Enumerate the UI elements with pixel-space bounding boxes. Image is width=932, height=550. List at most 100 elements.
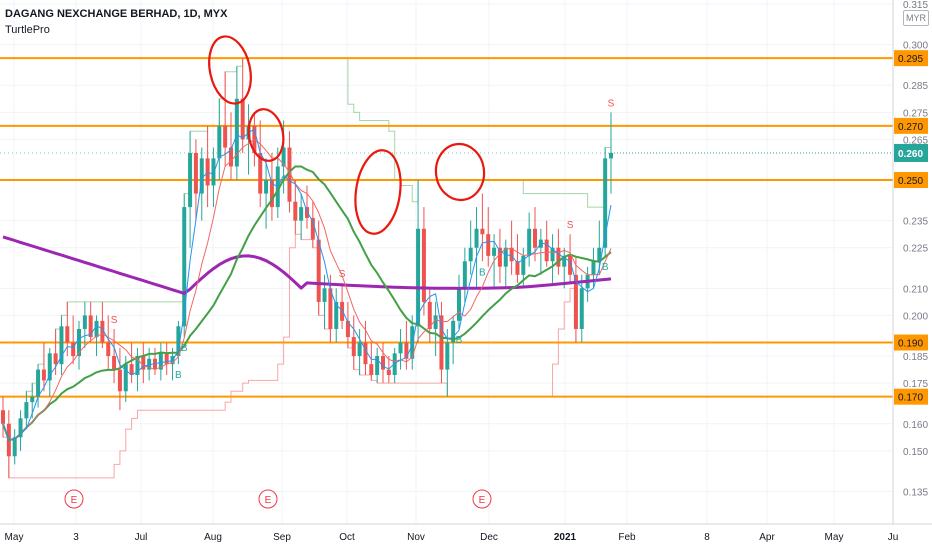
earnings-marker xyxy=(64,489,84,509)
buy-signal-label: B xyxy=(181,343,188,354)
sell-signal-label: S xyxy=(608,98,615,109)
time-tick-label: 2021 xyxy=(554,532,577,543)
candle-body xyxy=(129,364,134,376)
buy-signal-label: B xyxy=(175,370,182,381)
price-tick-label: 0.200 xyxy=(903,311,928,322)
candle-body xyxy=(486,234,491,256)
candle-body xyxy=(59,326,64,365)
time-tick-label: 8 xyxy=(704,532,710,543)
time-tick-label: Oct xyxy=(339,532,355,543)
time-tick-label: Jul xyxy=(135,532,148,543)
level-price-text: 0.295 xyxy=(898,54,923,65)
candle-body xyxy=(153,358,157,370)
candle-body xyxy=(135,356,140,376)
chart-grid xyxy=(0,0,894,524)
candle-body xyxy=(12,437,17,457)
candle-body xyxy=(474,228,479,248)
candle-body xyxy=(147,358,152,370)
annotation-circle xyxy=(208,35,252,105)
ma-fast-blue-line xyxy=(2,128,612,441)
sell-signal-label: S xyxy=(111,315,118,326)
buy-signal-label: B xyxy=(479,267,486,278)
candle-body xyxy=(527,228,532,256)
time-axis[interactable]: May 3 Jul Aug Sep Oct Nov Dec 2021 Feb 8 Apr May Ju xyxy=(0,523,932,543)
time-tick-label: 3 xyxy=(73,532,79,543)
time-tick-label: Aug xyxy=(204,532,222,543)
price-tick-label: 0.135 xyxy=(903,487,928,498)
time-tick-label: Nov xyxy=(407,532,425,543)
candle-body xyxy=(77,328,81,357)
candle-body xyxy=(457,288,461,321)
candle-body xyxy=(287,147,292,202)
candle-body xyxy=(217,125,222,159)
candle-body xyxy=(340,301,345,321)
candle-body xyxy=(269,180,274,208)
earnings-marker xyxy=(258,489,278,509)
price-tick-label: 0.285 xyxy=(903,81,928,92)
candle-body xyxy=(30,396,35,403)
level-price-text: 0.270 xyxy=(898,122,923,133)
candle-body xyxy=(439,315,444,370)
candle-body xyxy=(106,342,111,357)
ma-mid-line xyxy=(2,165,612,441)
candle-body xyxy=(18,418,23,438)
candle-body xyxy=(328,288,333,329)
candle-body xyxy=(562,255,567,267)
candle-body xyxy=(579,288,584,329)
candle-body xyxy=(188,152,193,208)
candle-body xyxy=(82,315,87,329)
moving-average-lines xyxy=(2,128,612,441)
candle-body xyxy=(515,261,520,275)
candle-body xyxy=(316,239,321,302)
ma-long-line xyxy=(2,235,612,295)
candle-body xyxy=(293,201,298,221)
candle-body xyxy=(258,152,263,194)
symbol-title[interactable]: DAGANG NEXCHANGE BERHAD, 1D, MYX xyxy=(5,8,228,20)
candle-body xyxy=(193,152,198,194)
candle-body xyxy=(609,152,613,159)
hand-drawn-annotations xyxy=(208,35,486,235)
indicator-name[interactable]: TurtlePro xyxy=(5,24,50,36)
earnings-marker-label: E xyxy=(479,495,486,506)
level-price-text: 0.250 xyxy=(898,176,923,187)
price-axis[interactable]: 0.315 0.300 0.285 0.275 0.265 0.235 0.225 0.210… xyxy=(892,0,932,550)
candle-body xyxy=(480,228,485,235)
level-price-tag xyxy=(894,172,928,189)
candle-body xyxy=(351,337,356,357)
candle-body xyxy=(36,369,41,397)
candle-body xyxy=(369,364,374,376)
candle-body xyxy=(597,247,602,262)
candle-body xyxy=(404,342,409,359)
candle-body xyxy=(24,402,29,419)
candle-body xyxy=(229,147,233,167)
sell-signal-label: S xyxy=(567,220,574,231)
candle-body xyxy=(591,261,596,275)
candle-body xyxy=(521,255,526,275)
price-tick-label: 0.265 xyxy=(903,135,928,146)
level-price-tag xyxy=(894,50,928,67)
candle-body xyxy=(117,369,122,392)
currency-label[interactable]: MYR xyxy=(903,10,929,26)
candle-body xyxy=(281,147,286,167)
candle-body xyxy=(240,98,245,140)
price-tick-label: 0.275 xyxy=(903,108,928,119)
candle-body xyxy=(375,356,380,376)
candle-body xyxy=(47,353,52,381)
candle-body xyxy=(550,247,555,262)
candle-body xyxy=(468,247,473,262)
candle-body xyxy=(445,342,450,370)
price-tick-label: 0.160 xyxy=(903,420,928,431)
candle-body xyxy=(451,320,456,343)
candles-layer xyxy=(1,58,613,478)
candle-body xyxy=(41,369,46,381)
candle-body xyxy=(357,342,362,357)
candle-body xyxy=(509,247,514,262)
annotation-circle xyxy=(434,142,486,202)
candle-body xyxy=(322,288,327,302)
price-axis-bg xyxy=(893,0,932,550)
candle-body xyxy=(112,356,117,370)
candle-body xyxy=(71,342,76,357)
price-tick-label: 0.185 xyxy=(903,352,928,363)
